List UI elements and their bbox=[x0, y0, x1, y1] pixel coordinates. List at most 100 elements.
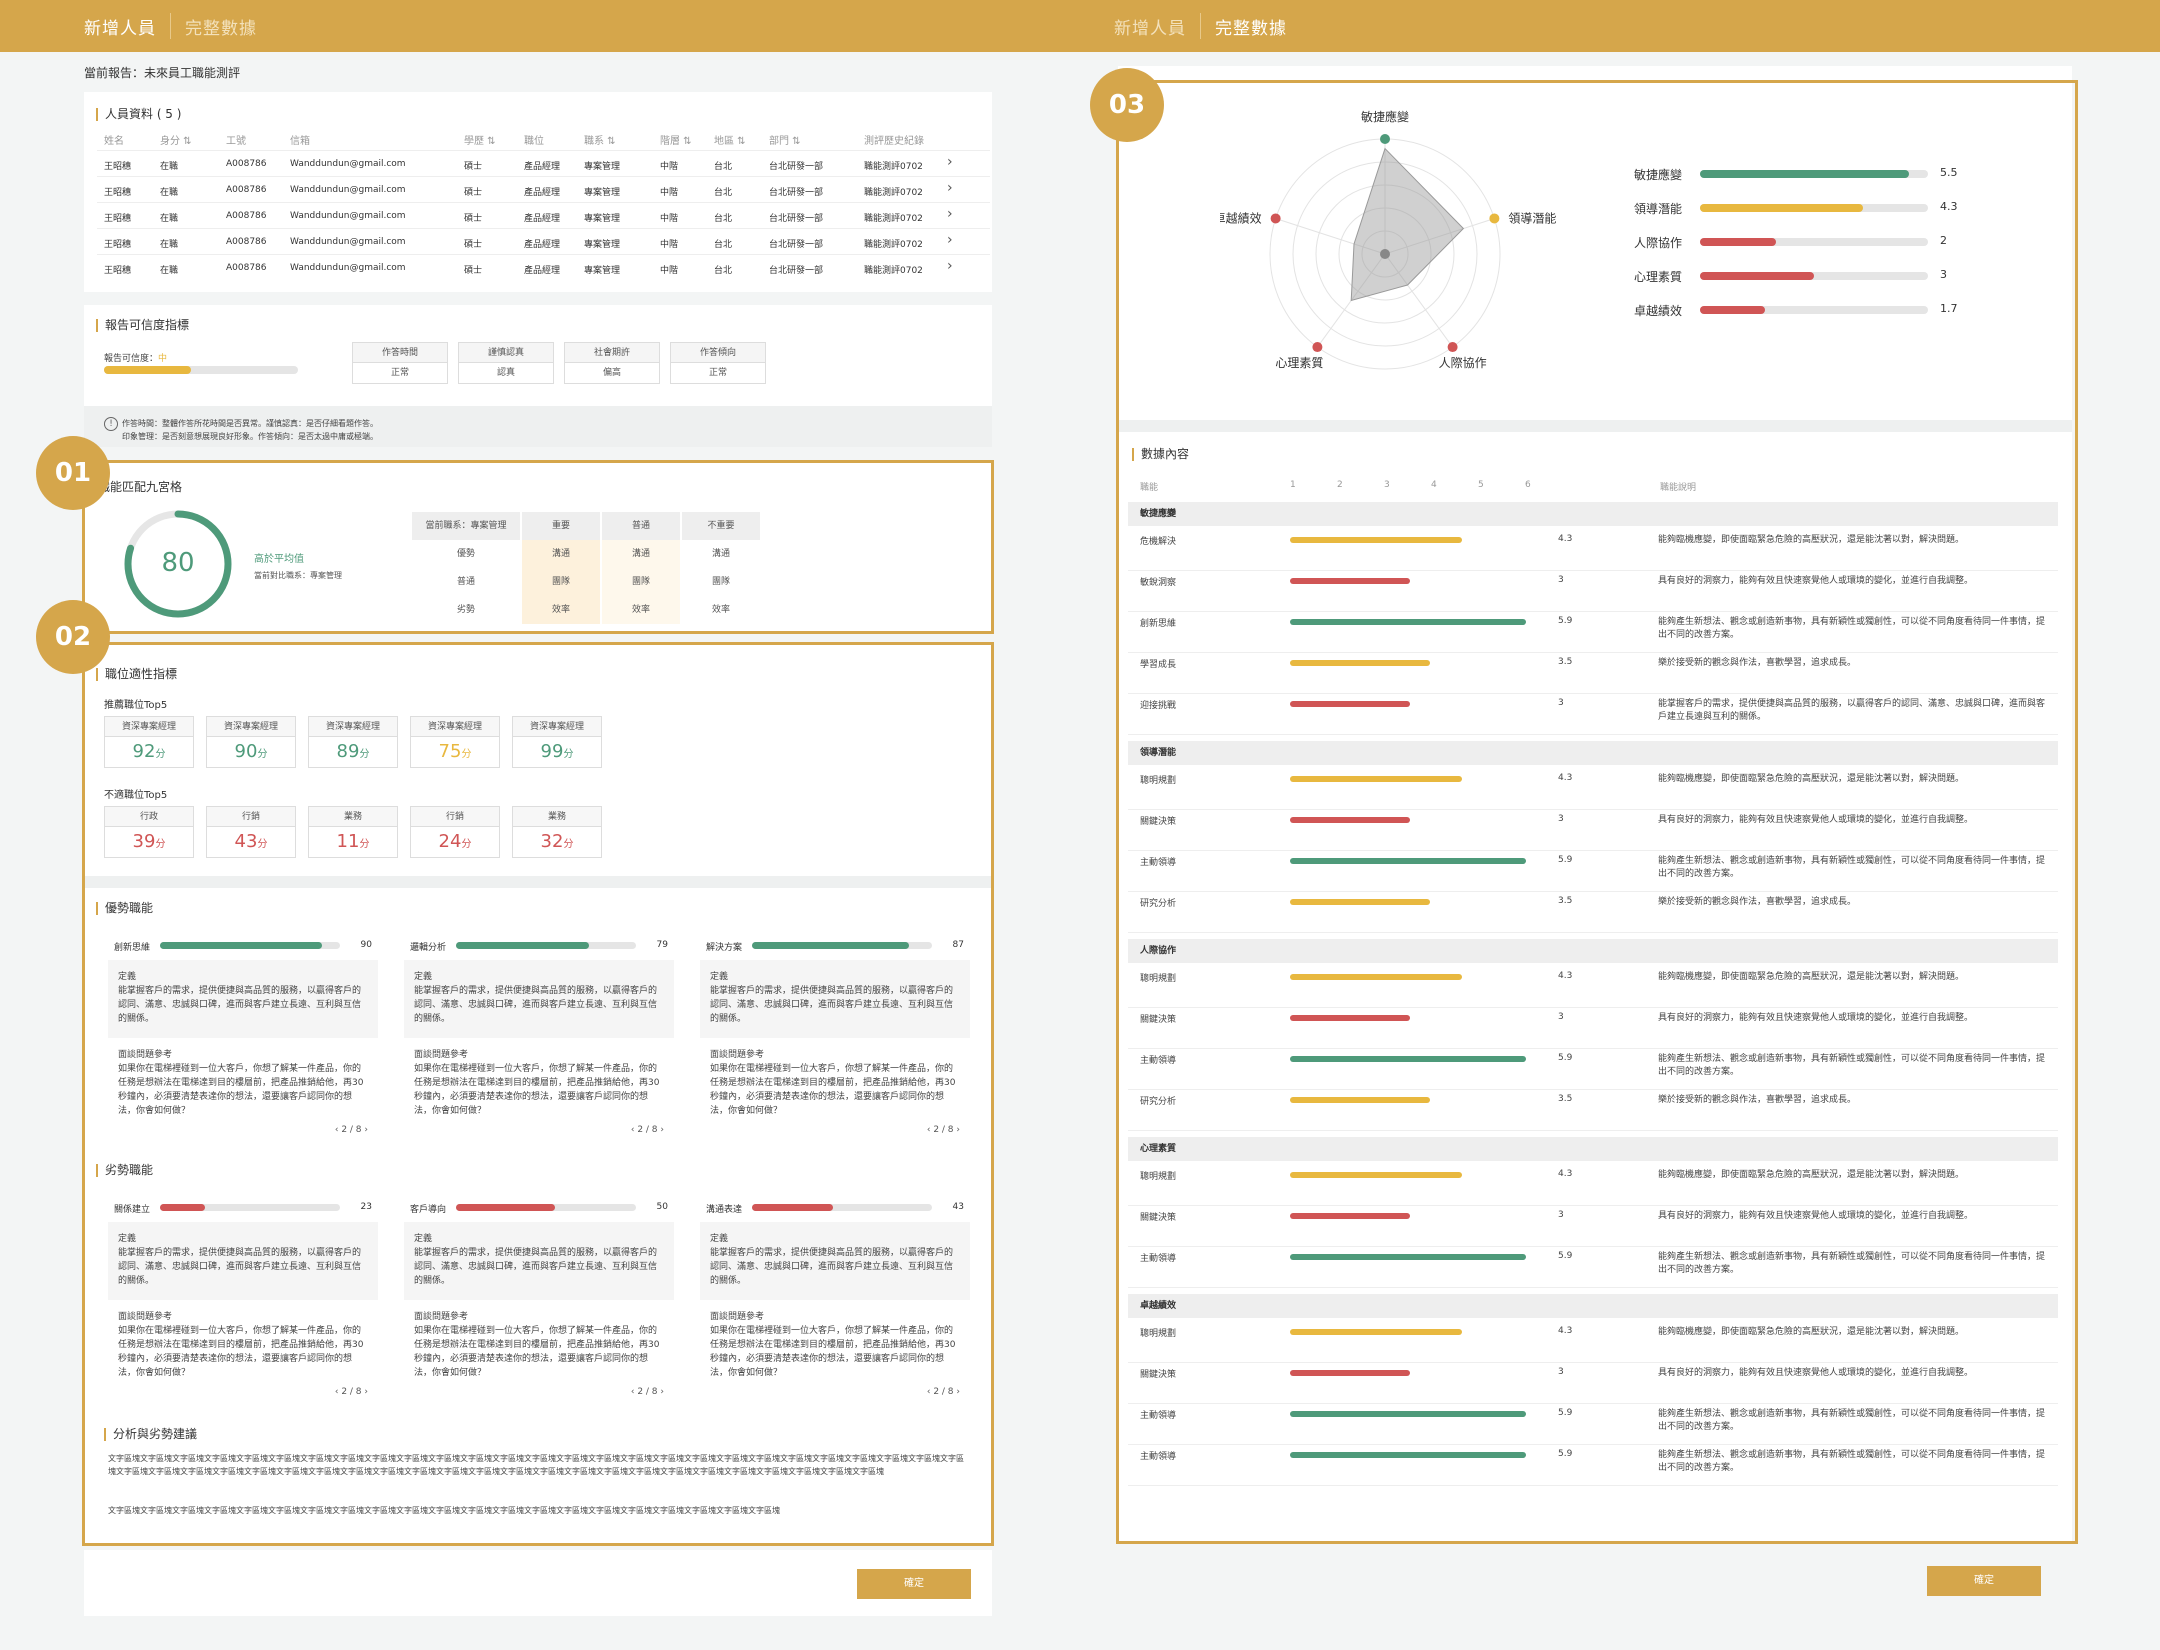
column-header[interactable]: 信箱 bbox=[290, 136, 310, 147]
nine-grid-cell: 優勢 bbox=[412, 540, 520, 568]
table-cell: Wanddundun@gmail.com bbox=[290, 263, 406, 273]
question-text: 如果你在電梯裡碰到一位大客戶，你想了解某一件產品，你的任務是想辦法在電梯達到目的… bbox=[710, 1064, 956, 1116]
reliability-title: 報告可信度指標 bbox=[96, 319, 189, 332]
question-text: 如果你在電梯裡碰到一位大客戶，你想了解某一件產品，你的任務是想辦法在電梯達到目的… bbox=[414, 1064, 660, 1116]
row-divider bbox=[1128, 1287, 2058, 1288]
competency-header: 客戶導向 50 bbox=[404, 1194, 674, 1222]
card-pager[interactable]: ‹ 2 / 8 › bbox=[334, 1387, 368, 1397]
card-pager[interactable]: ‹ 2 / 8 › bbox=[334, 1125, 368, 1135]
scale-tick: 5 bbox=[1478, 480, 1484, 490]
job-score-value: 99 bbox=[540, 741, 564, 762]
card-pager[interactable]: ‹ 2 / 8 › bbox=[630, 1125, 664, 1135]
reliability-box-value: 認真 bbox=[496, 368, 515, 378]
reliability-label: 報告可信度：中 bbox=[104, 354, 168, 364]
column-header[interactable]: 學歷 ⇅ bbox=[464, 136, 496, 147]
table-cell: 專案管理 bbox=[584, 240, 621, 250]
tab-full-data[interactable]: 完整數據 bbox=[185, 18, 257, 39]
column-header[interactable]: 地區 ⇅ bbox=[714, 136, 746, 147]
job-score-box: 業務 32分 bbox=[512, 806, 602, 858]
table-cell: 台北研發一部 bbox=[769, 266, 824, 276]
chevron-right-icon[interactable]: › bbox=[947, 232, 953, 248]
data-row-desc: 具有良好的洞察力，能夠有效且快速察覺他人或環境的變化，並進行自我調整。 bbox=[1658, 1013, 1974, 1023]
chevron-right-icon[interactable]: › bbox=[947, 258, 953, 274]
data-row-desc: 能夠臨機應變，即使面臨緊急危險的高壓狀況，還是能沈著以對，解決問題。 bbox=[1658, 1170, 1965, 1180]
competency-name: 邏輯分析 bbox=[410, 943, 447, 953]
chevron-right-icon[interactable]: › bbox=[947, 154, 953, 170]
data-row-bar bbox=[1290, 974, 1462, 980]
column-header[interactable]: 職系 ⇅ bbox=[584, 136, 616, 147]
confirm-button[interactable]: 確定 bbox=[857, 1569, 971, 1599]
column-header[interactable]: 工號 bbox=[226, 136, 246, 147]
table-cell: 在職 bbox=[160, 214, 179, 224]
card-pager[interactable]: ‹ 2 / 8 › bbox=[630, 1387, 664, 1397]
tab-add-person[interactable]: 新增人員 bbox=[1114, 18, 1186, 39]
column-header[interactable]: 測評歷史紀錄 bbox=[864, 136, 924, 147]
data-row-desc: 具有良好的洞察力，能夠有效且快速察覺他人或環境的變化，並進行自我調整。 bbox=[1658, 1368, 1974, 1378]
competency-card: 創新思維 90 定義 能掌握客戶的需求，提供便捷與高品質的服務，以贏得客戶的認同、滿意… bbox=[108, 932, 378, 1139]
card-pager[interactable]: ‹ 2 / 8 › bbox=[926, 1387, 960, 1397]
table-cell: A008786 bbox=[226, 263, 267, 273]
score-ring-fill bbox=[124, 510, 232, 618]
data-row-bar bbox=[1290, 578, 1410, 584]
definition-label: 定義 bbox=[118, 1234, 137, 1244]
reliability-box: 作答傾向 正常 bbox=[670, 342, 766, 384]
competency-bar-fill bbox=[160, 1204, 205, 1211]
data-content-title: 數據內容 bbox=[1132, 448, 1189, 461]
bottom-jobs-label: 不適職位Top5 bbox=[104, 790, 168, 801]
card-pager[interactable]: ‹ 2 / 8 › bbox=[926, 1125, 960, 1135]
job-score-unit: 分 bbox=[461, 839, 472, 850]
competency-score: 79 bbox=[656, 940, 668, 950]
table-cell: 王昭穗 bbox=[104, 188, 132, 198]
reliability-bar-fill bbox=[104, 366, 192, 374]
job-score-value: 75 bbox=[438, 741, 462, 762]
data-row: 關鍵決策 3 具有良好的洞察力，能夠有效且快速察覺他人或環境的變化，並進行自我調整。 bbox=[1128, 1208, 2058, 1249]
table-row[interactable]: 王昭穗 在職 A008786 Wanddundun@gmail.com 碩士 產品經理 專案… bbox=[97, 228, 990, 254]
table-row[interactable]: 王昭穗 在職 A008786 Wanddundun@gmail.com 碩士 產品經理 專案… bbox=[97, 176, 990, 202]
data-col-name: 職能 bbox=[1140, 483, 1159, 493]
data-row-value: 3 bbox=[1558, 575, 1564, 585]
job-score-value: 43 bbox=[234, 831, 258, 852]
table-cell: Wanddundun@gmail.com bbox=[290, 159, 406, 169]
data-row-name: 研究分析 bbox=[1140, 1097, 1177, 1107]
column-header[interactable]: 階層 ⇅ bbox=[660, 136, 692, 147]
tab-add-person[interactable]: 新增人員 bbox=[84, 18, 156, 39]
legend-bar-fill bbox=[1700, 238, 1776, 246]
competency-header: 溝通表達 43 bbox=[700, 1194, 970, 1222]
radar-axis-label: 人際協作 bbox=[1439, 355, 1487, 370]
chevron-right-icon[interactable]: › bbox=[947, 206, 953, 222]
table-cell: 職能測評0702 bbox=[864, 214, 923, 224]
column-header[interactable]: 職位 bbox=[524, 136, 544, 147]
job-name: 業務 bbox=[309, 807, 397, 827]
data-row-value: 3 bbox=[1558, 1210, 1564, 1220]
column-header[interactable]: 身分 ⇅ bbox=[160, 136, 192, 147]
data-row-desc: 具有良好的洞察力，能夠有效且快速察覺他人或環境的變化，並進行自我調整。 bbox=[1658, 576, 1974, 586]
scale-tick: 4 bbox=[1431, 480, 1437, 490]
data-row-name: 研究分析 bbox=[1140, 899, 1177, 909]
competency-score: 50 bbox=[656, 1202, 668, 1212]
column-header[interactable]: 部門 ⇅ bbox=[769, 136, 801, 147]
data-row-name: 創新思維 bbox=[1140, 619, 1177, 629]
job-score-unit: 分 bbox=[155, 839, 166, 850]
job-score: 39分 bbox=[105, 827, 193, 860]
data-row-desc: 樂於接受新的觀念與作法，喜歡學習，追求成長。 bbox=[1658, 658, 1857, 668]
data-row: 關鍵決策 3 具有良好的洞察力，能夠有效且快速察覺他人或環境的變化，並進行自我調整。 bbox=[1128, 1365, 2058, 1406]
table-cell: A008786 bbox=[226, 185, 267, 195]
column-header[interactable]: 姓名 bbox=[104, 136, 124, 147]
confirm-button[interactable]: 確定 bbox=[1927, 1566, 2041, 1596]
table-row[interactable]: 王昭穗 在職 A008786 Wanddundun@gmail.com 碩士 產品經理 專案… bbox=[97, 202, 990, 228]
question-block: 面談問題參考 如果你在電梯裡碰到一位大客戶，你想了解某一件產品，你的任務是想辦法在… bbox=[700, 1038, 970, 1118]
reliability-box-label: 作答時間 bbox=[353, 343, 447, 363]
question-text: 如果你在電梯裡碰到一位大客戶，你想了解某一件產品，你的任務是想辦法在電梯達到目的… bbox=[118, 1326, 364, 1378]
table-cell: 碩士 bbox=[464, 162, 483, 172]
data-row-bar bbox=[1290, 1097, 1430, 1103]
tab-full-data[interactable]: 完整數據 bbox=[1215, 18, 1287, 39]
table-row[interactable]: 王昭穗 在職 A008786 Wanddundun@gmail.com 碩士 產品經理 專案… bbox=[97, 150, 990, 176]
data-row-value: 4.3 bbox=[1558, 1326, 1573, 1336]
reliability-note-area bbox=[84, 406, 992, 447]
chevron-right-icon[interactable]: › bbox=[947, 180, 953, 196]
data-row-bar bbox=[1290, 537, 1462, 543]
highlight-01 bbox=[82, 460, 994, 634]
table-row[interactable]: 王昭穗 在職 A008786 Wanddundun@gmail.com 碩士 產品經理 專案… bbox=[97, 254, 990, 280]
data-row-name: 聰明規劃 bbox=[1140, 776, 1177, 786]
